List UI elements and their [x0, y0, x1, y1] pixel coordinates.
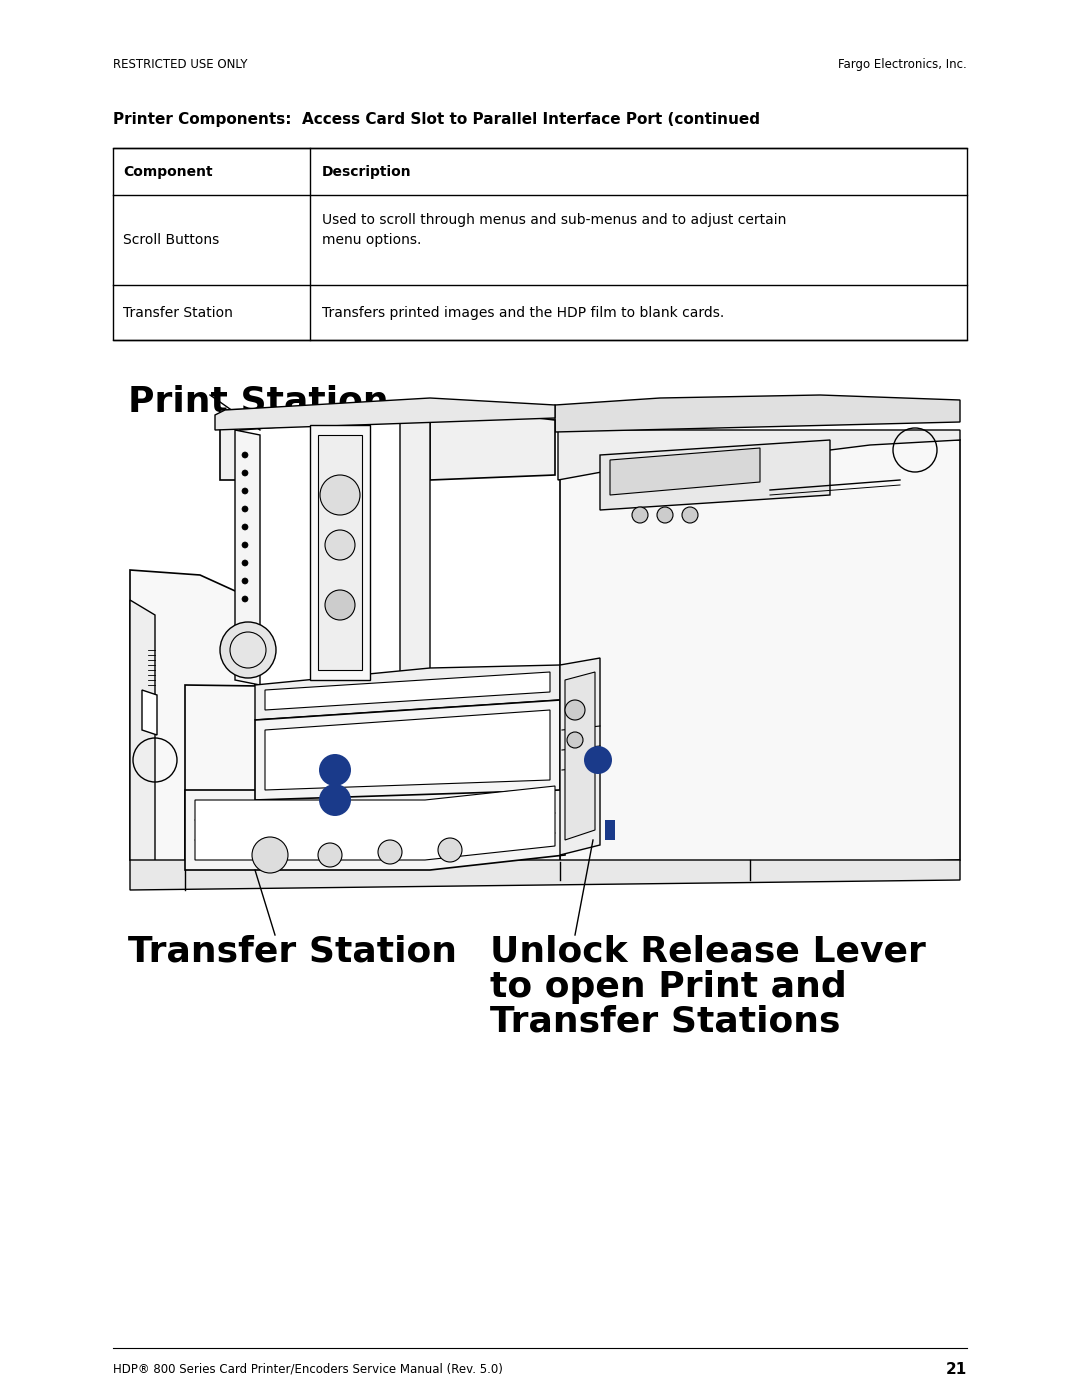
Circle shape	[325, 529, 355, 560]
Polygon shape	[195, 787, 555, 861]
Text: Scroll Buttons: Scroll Buttons	[123, 233, 219, 247]
Polygon shape	[561, 430, 960, 870]
Circle shape	[584, 746, 612, 774]
Circle shape	[319, 784, 351, 816]
Text: Component: Component	[123, 165, 213, 179]
Polygon shape	[561, 658, 600, 855]
Text: 21: 21	[946, 1362, 967, 1377]
Text: Transfer Station: Transfer Station	[123, 306, 233, 320]
Polygon shape	[265, 710, 550, 789]
Polygon shape	[130, 570, 255, 886]
Polygon shape	[255, 700, 561, 800]
Polygon shape	[141, 690, 157, 735]
Polygon shape	[185, 775, 565, 870]
Bar	[113, 148, 967, 339]
Polygon shape	[130, 599, 156, 875]
Polygon shape	[215, 398, 555, 430]
Circle shape	[242, 506, 248, 511]
Text: RESTRICTED USE ONLY: RESTRICTED USE ONLY	[113, 59, 247, 71]
Circle shape	[220, 622, 276, 678]
Text: Transfer Stations: Transfer Stations	[490, 1004, 840, 1039]
Circle shape	[242, 524, 248, 529]
Circle shape	[242, 560, 248, 566]
Circle shape	[565, 700, 585, 719]
Circle shape	[252, 837, 288, 873]
Circle shape	[319, 754, 351, 787]
Polygon shape	[255, 665, 561, 719]
Polygon shape	[310, 425, 370, 680]
Polygon shape	[600, 440, 831, 510]
Circle shape	[657, 507, 673, 522]
Circle shape	[242, 469, 248, 476]
Polygon shape	[400, 415, 430, 685]
Circle shape	[378, 840, 402, 863]
Text: Used to scroll through menus and sub-menus and to adjust certain: Used to scroll through menus and sub-men…	[322, 212, 786, 226]
Polygon shape	[185, 685, 561, 870]
Text: Transfers printed images and the HDP film to blank cards.: Transfers printed images and the HDP fil…	[322, 306, 725, 320]
Text: Printer Components:  Access Card Slot to Parallel Interface Port (continued: Printer Components: Access Card Slot to …	[113, 112, 760, 127]
Polygon shape	[130, 861, 960, 890]
Polygon shape	[318, 434, 362, 671]
Circle shape	[242, 597, 248, 602]
Polygon shape	[565, 672, 595, 840]
Polygon shape	[265, 672, 550, 710]
Circle shape	[242, 453, 248, 458]
Polygon shape	[555, 395, 960, 432]
Circle shape	[242, 542, 248, 548]
Text: menu options.: menu options.	[322, 233, 421, 247]
Polygon shape	[220, 405, 555, 481]
Circle shape	[632, 507, 648, 522]
Circle shape	[318, 842, 342, 868]
Circle shape	[681, 507, 698, 522]
Polygon shape	[558, 430, 960, 481]
Circle shape	[325, 590, 355, 620]
Circle shape	[320, 475, 360, 515]
Circle shape	[242, 578, 248, 584]
Text: Transfer Station: Transfer Station	[129, 935, 457, 970]
Text: Fargo Electronics, Inc.: Fargo Electronics, Inc.	[838, 59, 967, 71]
Text: HDP® 800 Series Card Printer/Encoders Service Manual (Rev. 5.0): HDP® 800 Series Card Printer/Encoders Se…	[113, 1362, 503, 1375]
Circle shape	[567, 732, 583, 747]
Polygon shape	[610, 448, 760, 495]
Polygon shape	[235, 430, 260, 685]
Text: Print Station: Print Station	[129, 386, 389, 419]
Text: Description: Description	[322, 165, 411, 179]
Text: Unlock Release Lever: Unlock Release Lever	[490, 935, 926, 970]
Circle shape	[438, 838, 462, 862]
Polygon shape	[605, 820, 615, 840]
Text: to open Print and: to open Print and	[490, 970, 847, 1004]
Circle shape	[242, 488, 248, 495]
